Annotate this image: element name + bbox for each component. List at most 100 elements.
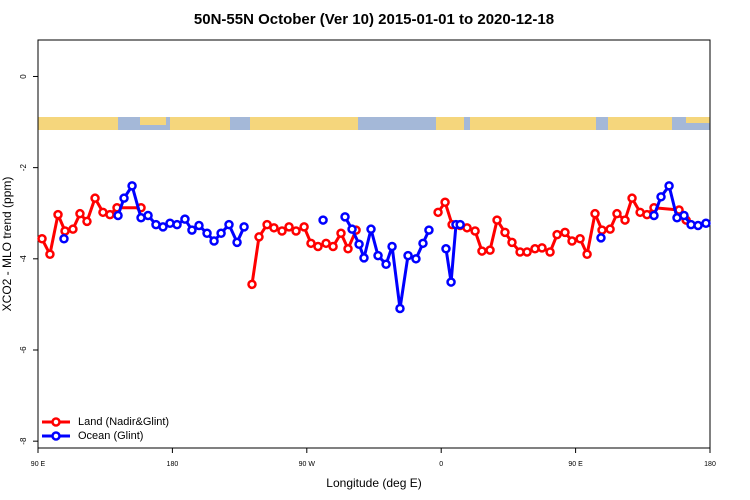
- data-point: [545, 247, 555, 257]
- data-point: [605, 224, 615, 234]
- legend-label: Ocean (Glint): [78, 430, 143, 442]
- data-point: [187, 225, 197, 235]
- data-point: [433, 207, 443, 218]
- y-tick-label: -8: [19, 437, 28, 445]
- data-point: [424, 225, 434, 235]
- data-point: [381, 259, 391, 270]
- data-point: [37, 234, 47, 244]
- data-point: [313, 241, 323, 252]
- data-point: [477, 246, 487, 256]
- data-point: [60, 226, 70, 236]
- data-point: [567, 236, 577, 246]
- data-point: [105, 209, 115, 220]
- data-point: [194, 220, 204, 231]
- data-point: [590, 208, 600, 219]
- legend-marker: [51, 431, 61, 441]
- data-point: [328, 241, 338, 252]
- data-point: [347, 224, 357, 234]
- data-point: [269, 223, 279, 233]
- data-point: [664, 181, 674, 191]
- data-point: [418, 238, 428, 249]
- x-tick-label: 0: [439, 461, 443, 468]
- data-point: [596, 233, 606, 243]
- x-tick-label: 90 W: [299, 461, 316, 468]
- data-point: [582, 249, 592, 260]
- x-tick-label: 180: [167, 461, 179, 468]
- data-point: [597, 225, 607, 235]
- data-point: [366, 224, 376, 234]
- data-point: [158, 222, 168, 232]
- data-point: [216, 228, 226, 239]
- y-tick-label: -2: [19, 164, 28, 172]
- data-point: [500, 227, 510, 238]
- plot-frame: [37, 39, 711, 449]
- data-point: [113, 210, 123, 221]
- data-point: [693, 220, 703, 231]
- data-point: [507, 237, 517, 248]
- x-tick-label: 90 E: [31, 461, 46, 468]
- data-point: [679, 210, 689, 221]
- legend-item: Land (Nadir&Glint): [42, 416, 169, 428]
- data-point: [127, 181, 137, 191]
- legend-item: Ocean (Glint): [42, 430, 143, 442]
- data-point: [354, 239, 364, 249]
- data-point: [440, 197, 450, 208]
- data-point: [68, 224, 78, 234]
- data-point: [340, 212, 350, 222]
- data-point: [119, 193, 129, 203]
- data-point: [318, 215, 328, 225]
- data-point: [537, 243, 547, 253]
- data-point: [202, 228, 212, 239]
- data-point: [403, 250, 413, 261]
- data-point: [224, 219, 234, 230]
- data-point: [247, 279, 257, 290]
- data-point: [180, 214, 190, 224]
- data-point: [343, 244, 353, 254]
- data-point: [560, 227, 570, 238]
- data-point: [446, 277, 456, 287]
- data-point: [254, 232, 264, 242]
- x-axis-label: Longitude (deg E): [326, 476, 421, 490]
- data-point: [359, 253, 369, 263]
- data-point: [485, 245, 495, 255]
- data-point: [395, 303, 405, 314]
- data-point: [627, 193, 637, 203]
- data-point: [90, 193, 100, 203]
- data-point: [291, 226, 301, 236]
- data-point: [45, 249, 55, 260]
- data-point: [75, 208, 85, 219]
- x-tick-label: 180: [704, 461, 716, 468]
- data-point: [306, 238, 316, 249]
- data-point: [575, 234, 585, 244]
- y-tick-label: -6: [19, 346, 28, 354]
- data-point: [441, 244, 451, 254]
- data-point: [239, 222, 249, 232]
- data-point: [701, 218, 711, 229]
- data-point: [492, 215, 502, 225]
- data-point: [656, 192, 666, 202]
- data-point: [82, 216, 92, 227]
- data-point: [53, 209, 63, 220]
- data-point: [649, 210, 659, 221]
- data-point: [387, 241, 397, 252]
- data-point: [455, 219, 465, 230]
- data-point: [552, 229, 562, 240]
- data-point: [277, 226, 287, 236]
- data-point: [284, 222, 294, 232]
- land-ocean-strip: [38, 117, 710, 130]
- data-point: [620, 215, 630, 225]
- x-tick-label: 90 E: [568, 461, 583, 468]
- data-point: [470, 226, 480, 236]
- series-line: [116, 184, 707, 310]
- y-tick-label: 0: [19, 74, 28, 79]
- data-point: [209, 236, 219, 246]
- y-tick-label: -4: [19, 255, 28, 263]
- chart-title: 50N-55N October (Ver 10) 2015-01-01 to 2…: [194, 11, 554, 28]
- legend-label: Land (Nadir&Glint): [78, 416, 169, 428]
- data-point: [299, 222, 309, 232]
- data-point: [143, 210, 153, 221]
- data-point: [321, 238, 331, 249]
- data-point: [59, 234, 69, 244]
- data-point: [612, 208, 622, 219]
